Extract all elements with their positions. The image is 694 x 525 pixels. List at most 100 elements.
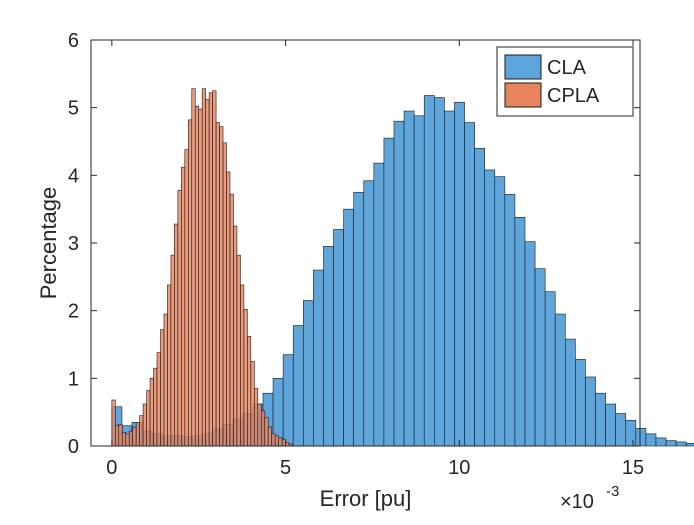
cpla-bar xyxy=(167,284,172,447)
cla-bar xyxy=(585,376,596,447)
cla-bar xyxy=(433,97,445,447)
cpla-bar xyxy=(229,193,234,447)
cpla-bar xyxy=(163,313,168,447)
y-tick-label: 0 xyxy=(68,436,79,458)
cla-bar xyxy=(494,176,506,447)
cpla-bar xyxy=(257,403,262,447)
legend-swatch-cla xyxy=(504,54,542,80)
cla-bar xyxy=(514,216,526,447)
cpla-bars xyxy=(111,88,293,447)
cla-bar xyxy=(645,433,657,447)
cpla-bar xyxy=(254,388,259,447)
cpla-bar xyxy=(264,417,269,447)
cpla-bar xyxy=(121,432,127,447)
cpla-bar xyxy=(215,122,220,447)
cpla-bar xyxy=(177,189,182,447)
legend-swatch-cpla xyxy=(504,82,542,108)
cpla-bar xyxy=(201,88,206,447)
cla-bar xyxy=(413,115,425,447)
cla-bar xyxy=(575,359,586,447)
x-exponent-power: -3 xyxy=(606,483,619,500)
cla-bar xyxy=(625,419,637,447)
cpla-bar xyxy=(149,378,154,447)
cla-bar xyxy=(302,300,314,447)
cpla-bar xyxy=(118,424,123,447)
cpla-bar xyxy=(243,309,248,447)
y-tick-label: 6 xyxy=(68,30,79,52)
cla-bar xyxy=(544,291,556,447)
y-tick-label: 2 xyxy=(68,301,79,323)
cla-bar xyxy=(393,120,405,447)
cpla-bar xyxy=(135,422,140,447)
cla-bar xyxy=(665,440,677,447)
cpla-bar xyxy=(219,126,224,447)
y-tick-label: 5 xyxy=(68,98,79,120)
cla-bar xyxy=(282,354,294,447)
cla-bar xyxy=(595,392,606,447)
y-tick-label: 1 xyxy=(68,368,79,390)
x-tick-label: 15 xyxy=(622,457,644,479)
x-tick-label: 5 xyxy=(280,457,291,479)
cpla-bar xyxy=(271,433,276,447)
cla-bar xyxy=(554,313,566,447)
cla-bar xyxy=(444,110,455,447)
cpla-bar xyxy=(208,92,213,447)
cpla-bar xyxy=(194,106,200,447)
cla-bar xyxy=(373,162,385,447)
cla-bar xyxy=(333,229,344,447)
cpla-bar xyxy=(174,223,179,447)
cla-bar xyxy=(564,338,576,447)
cpla-bar xyxy=(132,426,137,447)
cpla-bar xyxy=(160,329,165,447)
legend-label-cpla: CPLA xyxy=(547,85,600,107)
cla-bars xyxy=(111,95,694,447)
cla-bar xyxy=(685,442,694,447)
y-tick-label: 4 xyxy=(68,165,79,187)
x-tick-label: 10 xyxy=(448,457,470,479)
cpla-bar xyxy=(278,437,283,447)
cpla-bar xyxy=(198,108,203,447)
cla-bar xyxy=(474,147,485,447)
cpla-bar xyxy=(128,430,133,447)
cpla-bar xyxy=(267,426,272,447)
cpla-bar xyxy=(170,254,175,447)
cla-bar xyxy=(605,403,616,447)
cpla-bar xyxy=(156,352,161,447)
cla-bar xyxy=(292,325,304,447)
cla-bar xyxy=(353,191,365,447)
x-axis-exponent: ×10 -3 xyxy=(560,483,619,513)
cla-bar xyxy=(675,441,687,447)
cpla-bar xyxy=(205,99,210,447)
x-axis-label: Error [pu] xyxy=(320,486,412,511)
cpla-bar xyxy=(125,433,130,447)
cpla-bar xyxy=(181,166,186,447)
cla-bar xyxy=(484,169,496,447)
y-tick-label: 3 xyxy=(68,233,79,255)
cpla-bar xyxy=(187,119,193,447)
cpla-bar xyxy=(111,399,116,447)
cpla-bar xyxy=(260,410,266,447)
cpla-bar xyxy=(115,425,120,447)
cla-bar xyxy=(635,428,647,447)
x-exponent-base: ×10 xyxy=(560,491,594,513)
cpla-bar xyxy=(212,90,217,447)
cla-bar xyxy=(464,122,475,447)
cla-bar xyxy=(313,269,324,447)
cpla-bar xyxy=(222,142,227,447)
cpla-bar xyxy=(191,88,196,447)
legend: CLA CPLA xyxy=(496,46,634,117)
cpla-bar xyxy=(250,361,255,447)
cla-bar xyxy=(504,193,516,447)
cla-bar xyxy=(363,180,375,447)
cpla-bar xyxy=(281,438,286,447)
cpla-bar xyxy=(153,367,158,447)
cpla-bar xyxy=(285,442,290,447)
cla-bar xyxy=(454,101,465,447)
cla-bar xyxy=(323,246,334,447)
cpla-bar xyxy=(274,435,279,447)
cla-bar xyxy=(403,110,415,447)
cla-bar xyxy=(343,208,354,447)
cla-bar xyxy=(423,95,435,447)
